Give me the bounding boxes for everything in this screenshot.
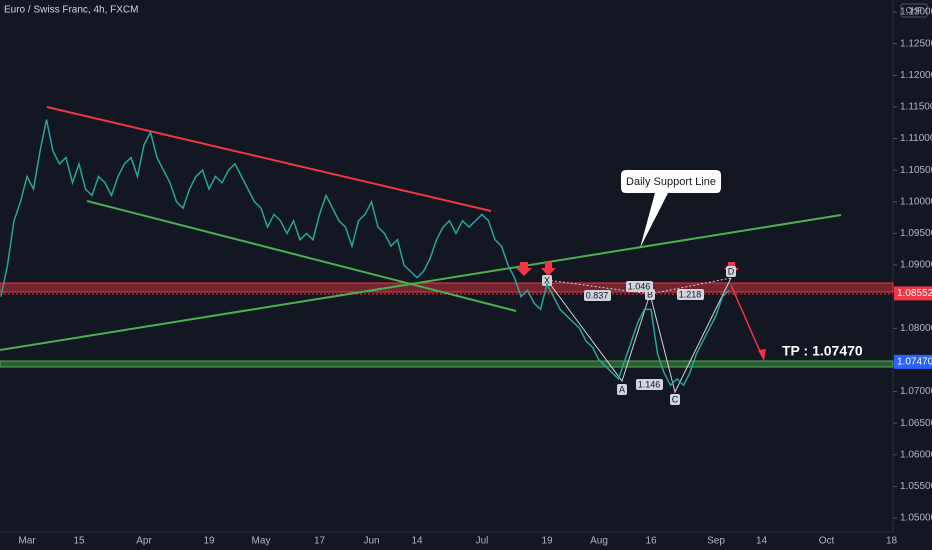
x-tick-label: Sep	[707, 536, 725, 547]
pattern-label: A	[619, 384, 625, 394]
ratio-box	[626, 281, 653, 292]
price-label: 1.07470	[897, 356, 932, 367]
y-tick-label: 1.11500	[900, 102, 932, 113]
x-tick-label: Apr	[136, 536, 152, 547]
ratio-label: 0.837	[586, 290, 609, 300]
currency: CHF	[906, 6, 923, 15]
y-tick-label: 1.07000	[900, 386, 932, 397]
x-tick-label: 14	[756, 536, 768, 547]
y-tick-label: 1.10000	[900, 196, 932, 207]
x-tick-label: 16	[645, 536, 657, 547]
y-tick-label: 1.12000	[900, 70, 932, 81]
pattern-point	[617, 384, 627, 395]
y-tick-label: 1.06000	[900, 449, 932, 460]
y-tick-label: 1.09000	[900, 260, 932, 271]
x-tick-label: 19	[203, 536, 215, 547]
drawings: Daily Support Line TP : 1.07470 X A B C …	[0, 106, 894, 405]
target-text: TP : 1.07470	[782, 343, 863, 359]
pattern-label: C	[672, 394, 679, 404]
y-tick-label: 1.11000	[900, 133, 932, 144]
x-tick-label: 17	[314, 536, 326, 547]
callout-text: Daily Support Line	[626, 176, 716, 188]
x-tick-label: 15	[73, 536, 85, 547]
pattern-point	[670, 394, 680, 405]
x-tick-label: 14	[411, 536, 423, 547]
x-tick-label: Mar	[18, 536, 36, 547]
pattern-label: X	[544, 275, 550, 285]
y-tick-label: 1.09500	[900, 228, 932, 239]
x-tick-label: 19	[541, 536, 553, 547]
trendline	[46, 106, 492, 212]
support-zone	[0, 360, 894, 368]
y-tick-label: 1.05000	[900, 513, 932, 524]
pattern-point	[726, 266, 736, 277]
y-tick-label: 1.06500	[900, 418, 932, 429]
y-tick-label: 1.08000	[900, 323, 932, 334]
x-tick-label: Oct	[819, 536, 835, 547]
pattern-label: B	[647, 289, 653, 299]
x-tick-label: Aug	[590, 536, 608, 547]
arrow-head	[758, 349, 766, 361]
y-tick-label: 1.12500	[900, 38, 932, 49]
x-tick-label: Jun	[363, 536, 379, 547]
ratio-box	[636, 379, 663, 390]
target-arrow	[730, 284, 763, 357]
x-tick-label: Jul	[476, 536, 489, 547]
price-label: 1.08552	[897, 288, 932, 299]
chart-title: Euro / Swiss Franc, 4h, FXCM	[4, 5, 138, 16]
x-tick-label: 18	[886, 536, 898, 547]
ratio-box	[584, 290, 611, 301]
currency-box	[900, 3, 928, 18]
ratio-label: 1.046	[628, 281, 651, 291]
price-line	[0, 119, 730, 387]
ratio-label: 1.218	[679, 289, 702, 299]
resistance-zone	[0, 282, 894, 293]
trendline	[0, 214, 842, 351]
x-tick-label: May	[252, 536, 271, 547]
pattern-label: D	[728, 266, 735, 276]
callout-box	[621, 170, 721, 248]
price-label-box	[894, 354, 932, 369]
y-tick-label: 1.05500	[900, 481, 932, 492]
down-arrow	[541, 262, 556, 276]
down-arrow	[516, 262, 532, 276]
ratio-label: 1.146	[638, 379, 661, 389]
y-tick-label: 1.10500	[900, 165, 932, 176]
ratio-box	[677, 289, 704, 300]
y-tick-label: 1.13000	[900, 7, 932, 18]
price-label-box	[894, 286, 932, 301]
trendline	[86, 200, 517, 312]
pattern-point	[542, 275, 552, 286]
